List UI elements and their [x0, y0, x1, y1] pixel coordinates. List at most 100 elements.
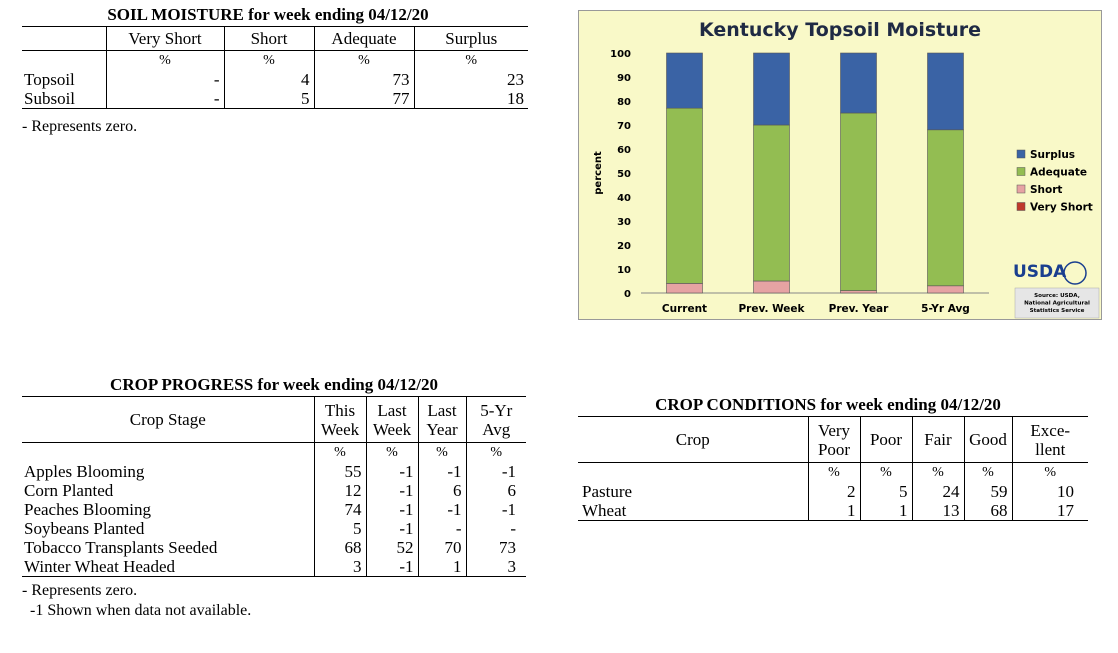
source-box [1014, 287, 1100, 319]
soil-unit: % [413, 50, 528, 70]
y-tick-label: 30 [617, 217, 631, 228]
cell: - [417, 519, 466, 538]
table-row: Corn Planted 12 -1 6 6 [22, 481, 526, 500]
progress-note-na: -1 Shown when data not available. [30, 602, 252, 619]
soil-header-row: Very Short Short Adequate Surplus [22, 26, 528, 51]
conditions-header-excellent: Exce-llent [1011, 416, 1088, 463]
table-row: Soybeans Planted 5 -1- - [22, 519, 526, 538]
cell: 12 [313, 481, 366, 500]
cell: 24 [911, 482, 964, 501]
table-row: Topsoil - 4 73 23 [22, 70, 528, 89]
y-tick-label: 0 [624, 289, 631, 300]
soil-header-surplus: Surplus [413, 26, 528, 51]
table-row: Winter Wheat Headed 3 -1 1 3 [22, 557, 526, 577]
legend-swatch [1016, 167, 1026, 176]
progress-unit-row: % % % % [22, 442, 526, 462]
cell: 6 [465, 481, 526, 500]
y-tick-label: 100 [610, 49, 631, 60]
row-label: Peaches Blooming [24, 500, 152, 519]
legend-label: Adequate [1030, 167, 1087, 179]
crop-conditions-table: Crop Very Poor Poor Fair Good Exce-llent … [578, 416, 1088, 521]
chart-svg: Kentucky Topsoil Moisture 0 10 20 30 40 50 60 70… [593, 19, 1100, 319]
soil-header-short: Short [223, 26, 314, 51]
cell: 1 [807, 501, 860, 521]
cell: 52 [365, 538, 418, 557]
y-tick-label: 10 [617, 265, 631, 276]
cell: 3 [465, 557, 526, 577]
cell: 1 [417, 557, 466, 577]
cell: -1 [417, 462, 466, 481]
bar-segment [840, 290, 877, 294]
conditions-header-fair: Fair [911, 416, 964, 463]
x-tick-label: Prev. Year [829, 303, 889, 315]
cell: 5 [313, 519, 366, 538]
legend-swatch [1016, 202, 1026, 211]
bar-segment [927, 285, 964, 294]
progress-unit: % [313, 442, 366, 462]
progress-note-zero: - Represents zero. [22, 582, 138, 599]
conditions-unit: % [859, 462, 912, 482]
bar-segment [927, 129, 964, 287]
bar-segment [840, 52, 877, 114]
chart-title: Kentucky Topsoil Moisture [699, 19, 981, 41]
source-text: National Agricultural [1024, 301, 1090, 307]
cell: 5 [223, 89, 314, 109]
cell: 74 [313, 500, 366, 519]
cell: 10 [1011, 482, 1088, 501]
cell: -1 [365, 500, 418, 519]
row-label: Wheat [578, 501, 808, 521]
bar-segment [666, 52, 703, 109]
table-row: Wheat 1 1 13 68 17 [578, 501, 1088, 521]
cell: 17 [1011, 501, 1088, 521]
conditions-header-row: Crop Very Poor Poor Fair Good Exce-llent [578, 416, 1088, 463]
progress-unit: % [365, 442, 418, 462]
soil-unit: % [223, 50, 314, 70]
cell: 68 [313, 538, 366, 557]
bar-segment [753, 280, 790, 294]
row-label: Winter Wheat Headed [22, 557, 314, 577]
cell: 59 [963, 482, 1012, 501]
crop-progress-table: Crop Stage This Week Last Week Last Year 5-… [22, 396, 526, 577]
soil-note: - Represents zero. [22, 118, 138, 135]
cell: - [105, 70, 224, 89]
conditions-header-crop: Crop [578, 416, 808, 463]
cell: 2 [807, 482, 860, 501]
cell: 13 [911, 501, 964, 521]
cell: -1 [465, 462, 526, 481]
cell: 3 [313, 557, 366, 577]
cell: 70 [417, 538, 466, 557]
y-tick-label: 50 [617, 169, 631, 180]
progress-header-last-week: Last Week [365, 396, 418, 443]
conditions-unit: % [807, 462, 860, 482]
table-row: Apples Blooming 55 -1 -1 -1 [22, 462, 526, 481]
cell: 73 [465, 538, 526, 557]
soil-moisture-title: SOIL MOISTURE for week ending 04/12/20 [107, 5, 429, 24]
x-tick-label: Current [662, 303, 707, 315]
soil-header-blank [22, 26, 106, 51]
y-axis-label: percent [593, 151, 604, 195]
usda-logo: USDA [1013, 262, 1067, 282]
cell: -1 [365, 481, 418, 500]
cell: 77 [313, 89, 414, 109]
topsoil-moisture-chart: Kentucky Topsoil Moisture 0 10 20 30 40 50 60 70… [578, 10, 1102, 320]
x-tick-label: Prev. Week [738, 303, 805, 315]
row-label: Corn Planted [24, 481, 114, 500]
row-label: Soybeans Planted [24, 519, 145, 538]
crop-conditions-title: CROP CONDITIONS for week ending 04/12/20 [655, 395, 1001, 414]
cell: - [105, 89, 224, 109]
soil-unit: % [105, 50, 224, 70]
conditions-header-poor: Poor [859, 416, 912, 463]
cell: 1 [859, 501, 912, 521]
y-tick-label: 70 [617, 121, 631, 132]
legend-label: Surplus [1030, 149, 1075, 161]
cell: 6 [417, 481, 466, 500]
bar-segment [666, 283, 703, 294]
table-row: Pasture 2 5 24 59 10 [578, 482, 1088, 501]
y-tick-label: 80 [617, 97, 631, 108]
soil-header-adequate: Adequate [313, 26, 414, 51]
legend-label: Short [1030, 184, 1062, 196]
x-tick-label: 5-Yr Avg [921, 303, 970, 315]
conditions-header-very-poor: Very Poor [807, 416, 860, 463]
row-label: Apples Blooming [24, 462, 145, 481]
source-text: Statistics Service [1030, 308, 1085, 314]
